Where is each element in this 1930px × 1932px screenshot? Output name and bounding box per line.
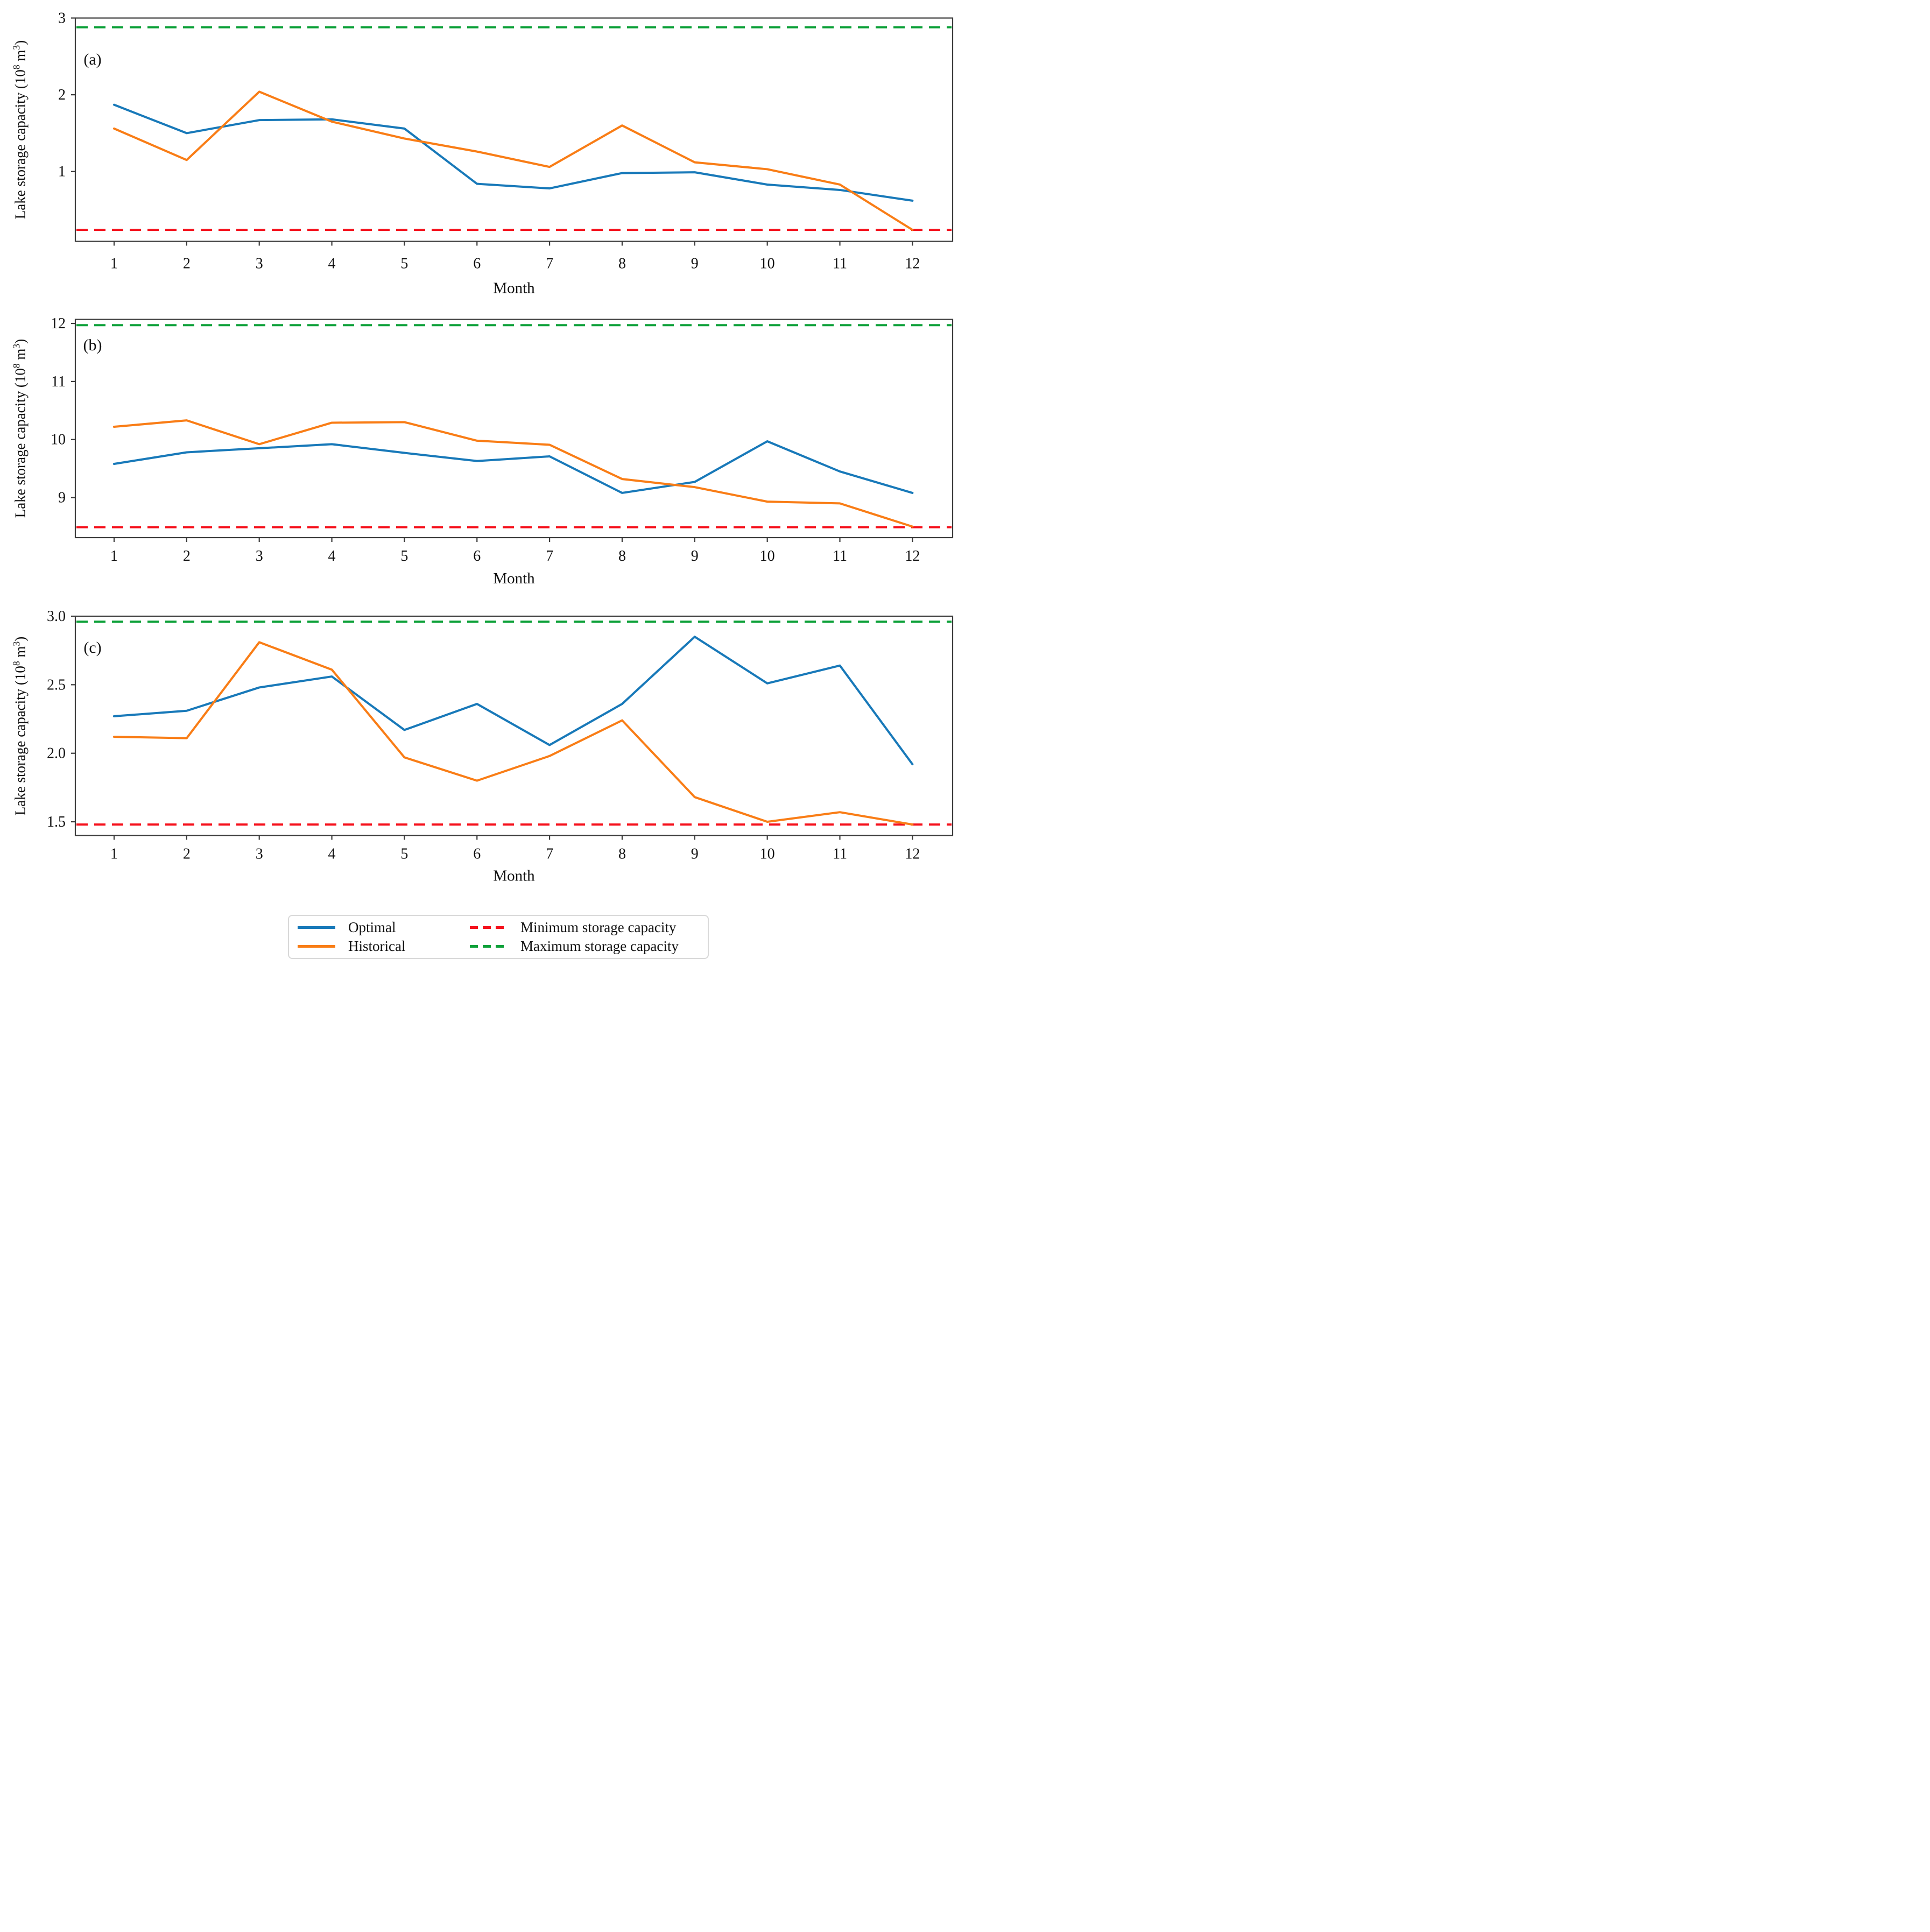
x-tick-label: 4: [328, 548, 336, 565]
legend-label-historical: Historical: [348, 938, 406, 954]
minimum-capacity-line-swatch: [470, 926, 508, 929]
x-tick-label: 8: [618, 256, 626, 272]
plot-frame: [74, 17, 954, 242]
x-tick-label: 12: [905, 846, 920, 863]
x-tick-label: 7: [546, 548, 553, 565]
x-tick-label: 4: [328, 256, 336, 272]
x-axis-label: Month: [493, 868, 535, 885]
y-tick-label: 12: [51, 315, 66, 332]
chart-panel-c: Lake storage capacity (108 m3) 1.5 2.0 2.5…: [0, 611, 965, 912]
legend-item-maximum-storage-capacity: Maximum storage capacity: [470, 939, 708, 954]
optimal-line: [113, 636, 914, 766]
x-tick-label: 9: [691, 256, 699, 272]
y-tick-label: 3: [58, 10, 66, 27]
y-tick-label: 2.5: [47, 676, 66, 693]
x-tick-label: 12: [905, 548, 920, 565]
legend-item-optimal: Optimal: [298, 920, 470, 935]
x-tick-label: 12: [905, 256, 920, 272]
x-tick-label: 5: [400, 256, 408, 272]
panel-letter: (c): [83, 639, 101, 657]
x-tick-label: 3: [256, 256, 263, 272]
historical-line-swatch: [298, 945, 335, 948]
chart-panel-b: Lake storage capacity (108 m3) 9 10 11 12 1 2…: [0, 299, 965, 611]
x-tick-label: 4: [328, 846, 336, 863]
optimal-line: [113, 103, 914, 202]
x-tick-label: 7: [546, 256, 553, 272]
legend-label-optimal: Optimal: [348, 919, 396, 935]
x-tick-label: 1: [110, 256, 118, 272]
y-tick-label: 10: [51, 432, 66, 448]
historical-line: [113, 90, 914, 231]
x-tick-label: 10: [760, 548, 775, 565]
x-tick-label: 11: [833, 548, 847, 565]
optimal-line-swatch: [298, 926, 335, 929]
legend-label-maximum: Maximum storage capacity: [520, 938, 679, 954]
x-tick-label: 10: [760, 256, 775, 272]
x-tick-label: 3: [256, 846, 263, 863]
x-tick-label: 2: [183, 846, 191, 863]
legend-item-minimum-storage-capacity: Minimum storage capacity: [470, 920, 708, 935]
x-tick-label: 11: [833, 256, 847, 272]
x-tick-label: 5: [400, 548, 408, 565]
plot-frame: [74, 319, 954, 539]
x-axis-label: Month: [493, 570, 535, 587]
y-tick-label: 1: [58, 164, 66, 180]
x-tick-label: 11: [833, 846, 847, 863]
x-tick-label: 5: [400, 846, 408, 863]
y-tick-label: 3.0: [47, 611, 66, 625]
x-tick-label: 8: [618, 846, 626, 863]
historical-line: [113, 641, 914, 826]
x-tick-label: 3: [256, 548, 263, 565]
x-tick-label: 6: [473, 846, 481, 863]
legend: Optimal Minimum storage capacity Histori…: [288, 915, 709, 959]
plot-frame: [74, 615, 954, 836]
x-tick-label: 6: [473, 548, 481, 565]
optimal-line: [113, 440, 914, 494]
x-axis-label: Month: [493, 280, 535, 297]
historical-line: [113, 419, 914, 528]
y-tick-label: 2: [58, 87, 66, 103]
x-tick-label: 10: [760, 846, 775, 863]
x-tick-label: 1: [110, 548, 118, 565]
x-tick-label: 1: [110, 846, 118, 863]
y-tick-label: 1.5: [47, 814, 66, 830]
x-tick-label: 9: [691, 846, 699, 863]
x-tick-label: 7: [546, 846, 553, 863]
legend-label-minimum: Minimum storage capacity: [520, 919, 677, 935]
panel-letter: (b): [83, 336, 102, 354]
maximum-capacity-line-swatch: [470, 945, 508, 948]
x-tick-label: 8: [618, 548, 626, 565]
x-tick-label: 9: [691, 548, 699, 565]
panel-letter: (a): [83, 51, 101, 68]
y-tick-label: 2.0: [47, 745, 66, 762]
x-tick-label: 2: [183, 256, 191, 272]
x-tick-label: 2: [183, 548, 191, 565]
y-tick-label: 9: [58, 490, 66, 506]
legend-item-historical: Historical: [298, 939, 470, 954]
x-tick-label: 6: [473, 256, 481, 272]
y-tick-label: 11: [51, 373, 66, 390]
